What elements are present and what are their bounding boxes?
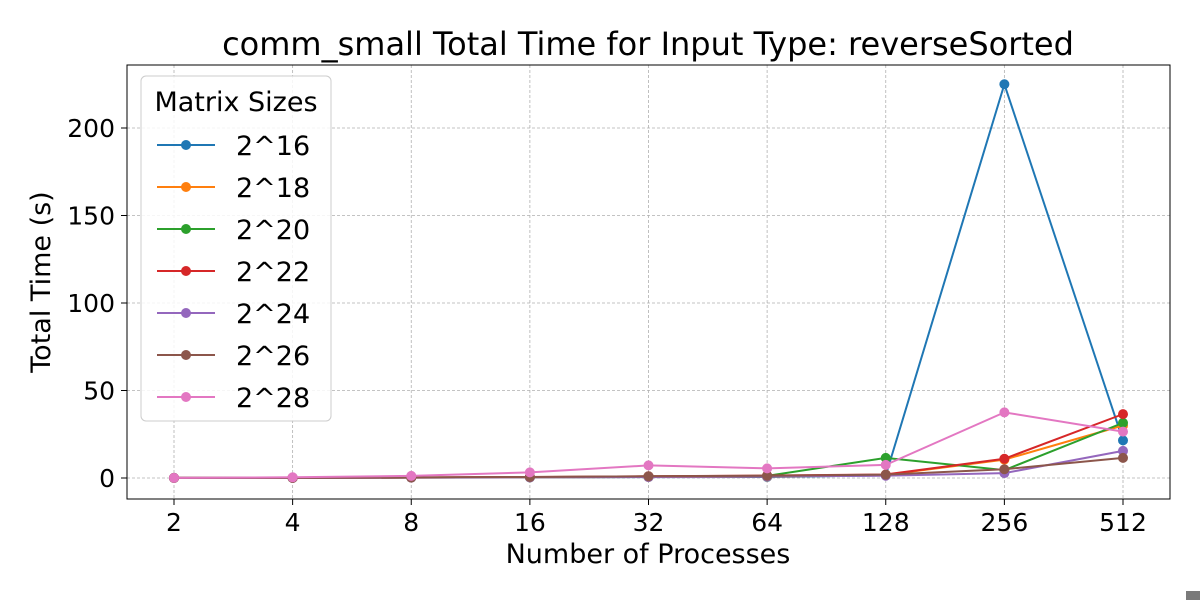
x-tick-label: 64 — [751, 508, 783, 537]
legend-marker-2-28 — [181, 392, 191, 402]
y-tick-label: 150 — [67, 202, 115, 231]
data-point-2-28 — [169, 472, 179, 483]
legend-marker-2-20 — [181, 224, 191, 234]
legend-label-2-26: 2^26 — [236, 341, 310, 372]
y-tick-label: 0 — [99, 464, 115, 493]
legend-label-2-16: 2^16 — [236, 131, 310, 162]
data-point-2-20 — [1118, 417, 1128, 428]
legend-marker-2-18 — [181, 182, 191, 192]
data-point-2-26 — [999, 464, 1010, 475]
x-tick-label: 32 — [633, 508, 665, 537]
data-point-2-22 — [999, 453, 1010, 464]
data-point-2-26 — [1118, 452, 1128, 463]
data-point-2-26 — [880, 469, 891, 480]
corner-mark — [1186, 591, 1200, 600]
data-point-2-28 — [762, 463, 773, 474]
data-point-2-26 — [762, 470, 773, 481]
chart-title: comm_small Total Time for Input Type: re… — [222, 25, 1074, 63]
data-point-2-28 — [999, 407, 1010, 418]
data-point-2-28 — [880, 459, 891, 470]
plot-area: 2 4 8 16 32 64 128 256 512 0 50 100 150 200 Matrix Siz… — [67, 64, 1171, 537]
legend-label-2-24: 2^24 — [236, 299, 310, 330]
data-point-2-28 — [524, 467, 535, 478]
y-tick-label: 50 — [83, 377, 115, 406]
y-tick-label: 200 — [67, 114, 115, 143]
y-tick-label: 100 — [67, 289, 115, 318]
legend-box — [140, 75, 332, 422]
y-axis-label: Total Time (s) — [26, 191, 57, 373]
legend-title: Matrix Sizes — [154, 87, 317, 118]
x-tick-label: 4 — [285, 508, 301, 537]
data-point-2-26 — [643, 471, 654, 482]
legend-marker-2-24 — [181, 308, 191, 318]
data-point-2-16 — [999, 79, 1010, 90]
legend-label-2-20: 2^20 — [236, 215, 310, 246]
legend-label-2-28: 2^28 — [236, 383, 310, 414]
x-tick-label: 256 — [981, 508, 1029, 537]
legend-label-2-18: 2^18 — [236, 173, 310, 204]
x-tick-label: 16 — [514, 508, 546, 537]
legend-marker-2-16 — [181, 140, 191, 150]
x-tick-label: 8 — [403, 508, 419, 537]
x-tick-label: 512 — [1099, 508, 1147, 537]
legend-marker-2-26 — [181, 350, 191, 360]
data-point-2-28 — [287, 472, 298, 483]
data-point-2-28 — [1118, 426, 1128, 437]
x-tick-label: 128 — [862, 508, 910, 537]
data-point-2-22 — [1118, 409, 1128, 420]
data-point-2-28 — [643, 460, 654, 471]
data-point-2-20 — [880, 452, 891, 463]
data-point-2-24 — [1118, 445, 1128, 456]
data-point-2-16 — [1118, 435, 1128, 446]
data-point-2-28 — [406, 470, 417, 481]
x-axis-label: Number of Processes — [506, 539, 791, 570]
legend-label-2-22: 2^22 — [236, 257, 310, 288]
legend-marker-2-22 — [181, 266, 191, 276]
x-tick-label: 2 — [166, 508, 182, 537]
